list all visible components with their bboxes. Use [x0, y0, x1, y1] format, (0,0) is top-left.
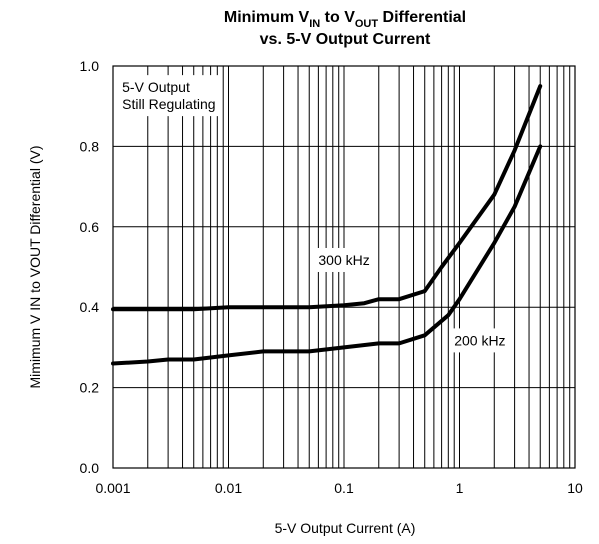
x-tick-label: 0.01 [215, 480, 242, 496]
x-tick-label: 1 [456, 480, 464, 496]
regulating-note-text: 5-V Output [122, 79, 190, 95]
x-axis-label: 5-V Output Current (A) [275, 520, 416, 536]
y-tick-label: 1.0 [80, 58, 100, 74]
label-200khz: 200 kHz [449, 328, 511, 353]
series-line-200-khz [111, 144, 543, 366]
x-tick-label: 10 [567, 480, 583, 496]
y-tick-labels: 0.0 0.2 0.4 0.6 0.8 1.0 [80, 58, 100, 476]
title-sub1: IN [309, 18, 320, 30]
label-300khz: 300 kHz [313, 247, 375, 272]
title-part3: Differential [378, 9, 466, 26]
y-tick-label: 0.2 [80, 380, 100, 396]
y-tick-label: 0.0 [80, 460, 100, 476]
title-part2: to V [320, 9, 355, 26]
label-300khz-background [313, 247, 375, 272]
x-tick-label: 0.1 [334, 480, 354, 496]
chart-title-line2: vs. 5-V Output Current [260, 31, 431, 48]
series-line-300-khz [111, 84, 543, 312]
regulating-note-text: Still Regulating [122, 96, 215, 112]
label-300khz-text: 300 kHz [318, 252, 369, 268]
title-sub2: OUT [355, 18, 379, 30]
regulating-note-background [117, 75, 221, 117]
label-200khz-text: 200 kHz [454, 332, 505, 348]
plot-frame [112, 65, 576, 469]
y-tick-label: 0.4 [80, 299, 100, 315]
label-200khz-background [449, 328, 511, 353]
y-tick-label: 0.8 [80, 138, 100, 154]
y-axis-label: Mimimum V IN to VOUT Differential (V) [27, 146, 43, 389]
chart-title-line1: Minimum VIN to VOUT Differential [224, 9, 466, 30]
x-tick-labels: 0.001 0.01 0.1 1 10 [95, 480, 583, 496]
title-part1: Minimum V [224, 9, 310, 26]
x-tick-label: 0.001 [95, 480, 130, 496]
series-layer [111, 84, 543, 366]
y-tick-label: 0.6 [80, 219, 100, 235]
